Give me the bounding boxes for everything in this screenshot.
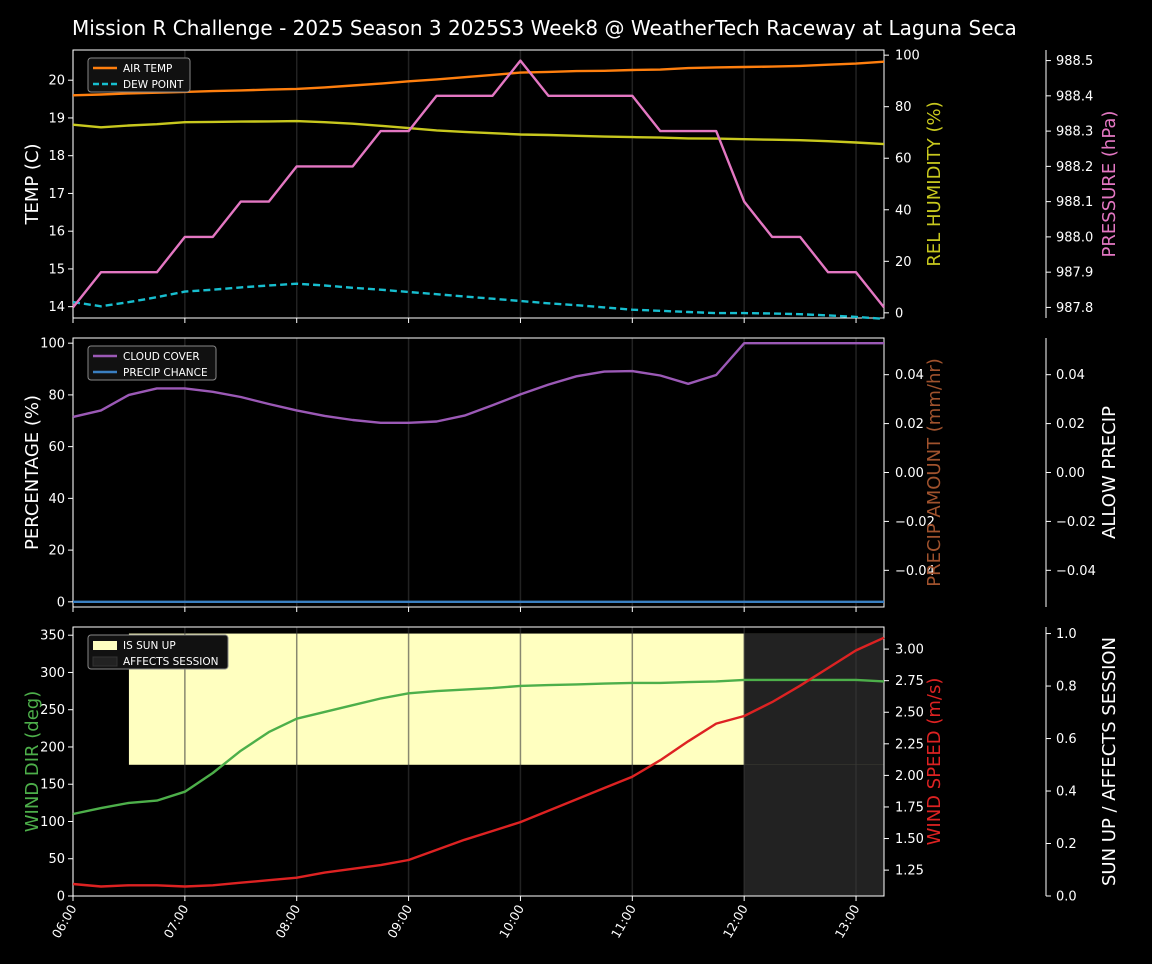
y-tick-label: 60: [48, 440, 65, 455]
legend: CLOUD COVER PRECIP CHANCE: [87, 345, 217, 381]
y-tick-label: 350: [40, 629, 65, 644]
legend-box: [87, 345, 217, 381]
y-tick-label: 200: [40, 740, 65, 755]
y-tick-label: 0: [57, 890, 65, 905]
y3-tick-label: 988.2: [1056, 160, 1093, 175]
y3-tick-label: 987.8: [1056, 301, 1093, 316]
plot-frame: [72, 626, 885, 897]
y3-tick-label: 1.0: [1056, 627, 1077, 642]
y2-tick-label: 0.04: [895, 368, 924, 383]
y-tick-label: 100: [40, 815, 65, 830]
series-wind-speed: [72, 636, 885, 888]
y3-tick-label: 988.4: [1056, 89, 1093, 104]
y-axis-label: TEMP (C): [22, 143, 43, 225]
y-tick-label: 40: [48, 492, 65, 507]
y2-tick-label: 100: [895, 49, 920, 64]
y-tick-label: 16: [48, 225, 65, 240]
y-tick-label: 0: [57, 595, 65, 610]
y2-tick-label: 3.00: [895, 643, 924, 658]
y3-tick-label: 988.5: [1056, 54, 1093, 69]
y2-tick-label: 2.25: [895, 737, 924, 752]
y-tick-label: 18: [48, 149, 65, 164]
y3-tick-label: 0.02: [1056, 417, 1085, 432]
y2-tick-label: 1.25: [895, 864, 924, 879]
y-tick-label: 15: [48, 262, 65, 277]
y3-tick-label: −0.02: [1056, 515, 1096, 530]
legend: IS SUN UP AFFECTS SESSION: [87, 634, 229, 670]
legend-label: AIR TEMP: [123, 63, 172, 75]
y3-tick-label: 988.3: [1056, 125, 1093, 140]
y2-tick-label: 2.75: [895, 674, 924, 689]
y-tick-label: 80: [48, 388, 65, 403]
y3-tick-label: 0.0: [1056, 890, 1077, 905]
chart-title: Mission R Challenge - 2025 Season 3 2025…: [72, 16, 1017, 40]
y3-tick-label: 988.1: [1056, 195, 1093, 210]
series-wind-dir: [72, 678, 885, 816]
y2-tick-label: 60: [895, 152, 912, 167]
series-dew-point: [72, 282, 885, 320]
y-tick-label: 20: [48, 74, 65, 89]
plot-frame: [72, 49, 885, 319]
y2-tick-label: 1.75: [895, 800, 924, 815]
y3-tick-label: 0.8: [1056, 680, 1077, 695]
legend-label: AFFECTS SESSION: [123, 656, 219, 668]
y2-tick-label: 0.02: [895, 417, 924, 432]
panel-3: 0 50 100 150 200 250 300 350 1.25 1.50 1.75 2.00 2.2…: [22, 626, 1120, 905]
y2-tick-label: 20: [895, 255, 912, 270]
y-tick-label: 300: [40, 666, 65, 681]
legend-swatch: [92, 656, 118, 667]
y-tick-label: 250: [40, 703, 65, 718]
legend-swatch: [93, 641, 117, 650]
y2-tick-label: 0: [895, 306, 903, 321]
y3-tick-label: 988.0: [1056, 230, 1093, 245]
legend-label: IS SUN UP: [123, 640, 176, 652]
y2-tick-label: −0.04: [895, 564, 935, 579]
panel-1: 14 15 16 17 18 19 20 0 20 40 60 80 100 987.8 987.9 988.…: [22, 49, 1120, 323]
y2-axis-label: PRECIP AMOUNT (mm/hr): [924, 358, 945, 587]
y3-tick-label: 0.00: [1056, 466, 1085, 481]
y-tick-label: 50: [48, 852, 65, 867]
band-affects-session: [744, 633, 884, 765]
y3-tick-label: −0.04: [1056, 564, 1096, 579]
y3-tick-label: 987.9: [1056, 266, 1093, 281]
y3-tick-label: 0.2: [1056, 837, 1077, 852]
y-tick-label: 14: [48, 300, 65, 315]
legend-label: CLOUD COVER: [123, 351, 200, 363]
y2-tick-label: 0.00: [895, 466, 924, 481]
y2-tick-label: 40: [895, 203, 912, 218]
band-affects-session-lower: [744, 764, 884, 896]
y2-tick-label: 80: [895, 100, 912, 115]
y2-tick-label: 2.50: [895, 706, 924, 721]
y3-tick-label: 0.04: [1056, 368, 1085, 383]
y-tick-label: 150: [40, 778, 65, 793]
y3-tick-label: 0.4: [1056, 785, 1077, 800]
y-tick-label: 17: [48, 187, 65, 202]
series-rel-humidity: [72, 119, 885, 146]
y-axis-label: PERCENTAGE (%): [22, 395, 43, 550]
legend-label: PRECIP CHANCE: [123, 367, 208, 379]
y-axis-label: WIND DIR (deg): [22, 691, 43, 833]
y3-axis-label: PRESSURE (hPa): [1099, 111, 1120, 258]
y3-axis-label: ALLOW PRECIP: [1099, 406, 1120, 539]
y2-tick-label: 2.00: [895, 769, 924, 784]
legend-box: [87, 634, 229, 670]
y-tick-label: 20: [48, 544, 65, 559]
legend: AIR TEMP DEW POINT: [87, 57, 191, 93]
y2-axis-label: REL HUMIDITY (%): [924, 101, 945, 266]
y-tick-label: 100: [40, 337, 65, 352]
series-pressure: [72, 59, 885, 309]
legend-label: DEW POINT: [123, 79, 184, 91]
y2-axis-label: WIND SPEED (m/s): [924, 678, 945, 846]
series-cloud-cover: [72, 342, 884, 424]
y3-axis-label: SUN UP / AFFECTS SESSION: [1099, 637, 1120, 886]
y2-tick-label: 1.50: [895, 832, 924, 847]
panel-2: 0 20 40 60 80 100 −0.04 −0.02 0.00 0.02 0.04 −0.04 −…: [22, 337, 1120, 612]
series-air-temp: [72, 60, 885, 97]
y2-tick-label: −0.02: [895, 515, 935, 530]
y3-tick-label: 0.6: [1056, 732, 1077, 747]
y-tick-label: 19: [48, 111, 65, 126]
